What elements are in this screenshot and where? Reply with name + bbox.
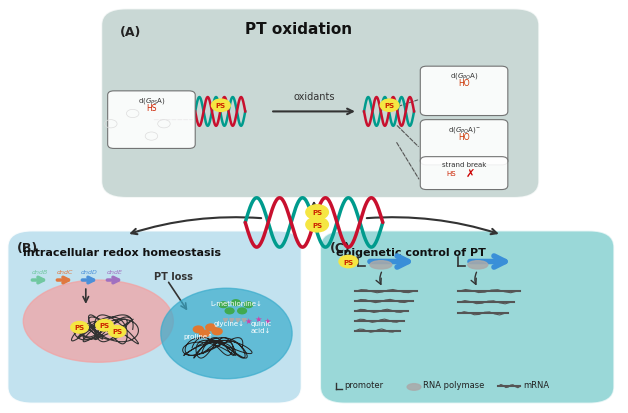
Text: (C): (C) <box>330 241 350 254</box>
Text: HS: HS <box>447 171 457 177</box>
Polygon shape <box>224 319 228 322</box>
Text: d($G_{PO}$A)$^{-}$: d($G_{PO}$A)$^{-}$ <box>448 124 480 134</box>
Ellipse shape <box>161 289 292 379</box>
Text: PT loss: PT loss <box>154 271 193 281</box>
Circle shape <box>238 308 246 314</box>
Text: PS: PS <box>112 329 122 335</box>
FancyBboxPatch shape <box>107 92 195 149</box>
FancyBboxPatch shape <box>320 231 614 404</box>
Text: PT oxidation: PT oxidation <box>245 22 352 37</box>
FancyBboxPatch shape <box>420 67 508 116</box>
Text: ✗: ✗ <box>465 169 475 179</box>
Text: ★: ★ <box>244 316 252 325</box>
Text: dndE: dndE <box>107 269 122 274</box>
Text: d($G_{PS}$A): d($G_{PS}$A) <box>138 96 165 106</box>
Text: PS: PS <box>312 222 322 228</box>
Ellipse shape <box>468 261 488 269</box>
Ellipse shape <box>407 384 421 390</box>
Text: dndD: dndD <box>81 269 98 274</box>
Text: PS: PS <box>344 259 354 265</box>
Circle shape <box>200 330 210 337</box>
Circle shape <box>108 326 126 337</box>
Text: (A): (A) <box>120 26 141 39</box>
Text: glycine↓: glycine↓ <box>214 320 245 326</box>
Circle shape <box>244 302 252 308</box>
Text: ★: ★ <box>254 314 261 323</box>
Circle shape <box>306 218 328 233</box>
Circle shape <box>225 308 234 314</box>
Circle shape <box>232 300 241 306</box>
Text: (B): (B) <box>17 241 38 254</box>
Text: proline↑: proline↑ <box>183 333 214 339</box>
Text: mRNA: mRNA <box>524 380 550 389</box>
Text: epigenetic control of PT: epigenetic control of PT <box>336 247 485 257</box>
Ellipse shape <box>23 280 173 362</box>
Text: L-methionine↓: L-methionine↓ <box>210 300 262 306</box>
Circle shape <box>212 328 222 335</box>
Circle shape <box>339 256 358 268</box>
FancyBboxPatch shape <box>420 120 508 166</box>
Text: HS: HS <box>146 104 157 112</box>
Text: HO: HO <box>458 79 470 88</box>
Circle shape <box>219 302 228 308</box>
Circle shape <box>193 326 203 333</box>
Text: RNA polymase: RNA polymase <box>423 380 485 389</box>
Text: intracellular redox homeostasis: intracellular redox homeostasis <box>23 247 221 257</box>
Text: dndB: dndB <box>31 269 48 274</box>
Circle shape <box>71 322 89 333</box>
FancyBboxPatch shape <box>420 157 508 190</box>
FancyBboxPatch shape <box>8 231 301 404</box>
Text: oxidants: oxidants <box>293 92 335 102</box>
Polygon shape <box>242 319 246 322</box>
Text: ★: ★ <box>263 316 271 325</box>
FancyBboxPatch shape <box>102 9 539 198</box>
Circle shape <box>306 205 328 220</box>
Text: PS: PS <box>216 103 226 109</box>
Text: PS: PS <box>312 210 322 216</box>
Text: HO: HO <box>458 132 470 141</box>
Polygon shape <box>230 319 234 322</box>
Text: PS: PS <box>384 103 395 109</box>
Circle shape <box>212 100 230 112</box>
Text: quinic
acid↓: quinic acid↓ <box>250 320 271 333</box>
Text: strand break: strand break <box>442 161 486 167</box>
Text: dndC: dndC <box>57 269 73 274</box>
Circle shape <box>381 100 399 112</box>
Circle shape <box>96 320 113 331</box>
Polygon shape <box>236 319 241 322</box>
Text: d($G_{PO}$A): d($G_{PO}$A) <box>450 71 479 81</box>
Text: PS: PS <box>75 325 85 330</box>
Text: promoter: promoter <box>344 380 383 389</box>
Text: PS: PS <box>99 323 110 328</box>
Ellipse shape <box>370 261 392 269</box>
Circle shape <box>206 324 216 331</box>
